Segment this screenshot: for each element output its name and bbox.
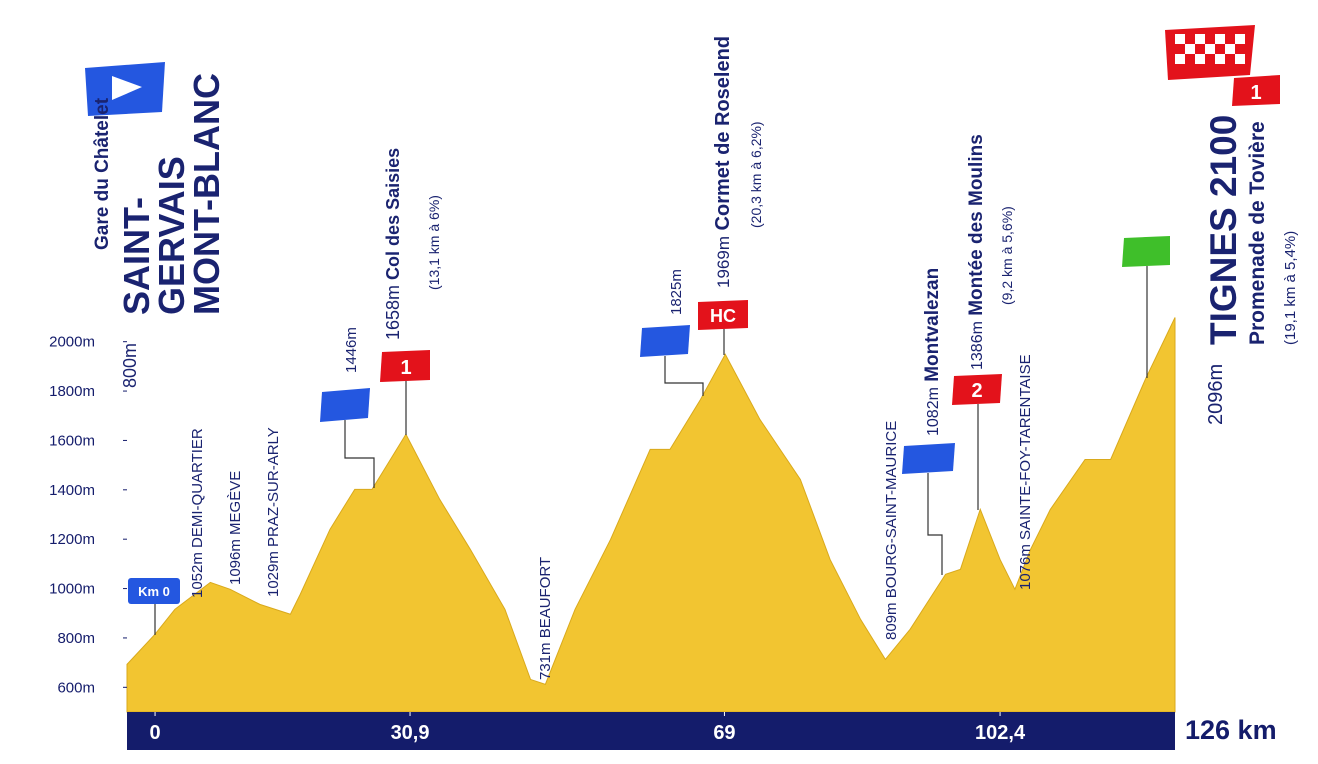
x-tick-label: 102,4 <box>975 722 1026 744</box>
y-tick-label: 1400m <box>49 482 95 499</box>
climb-label: 1969m Cormet de Roselend <box>712 36 734 288</box>
start-name: MONT-BLANC <box>186 73 227 315</box>
checker <box>1175 34 1245 64</box>
climb-altitude: 1969m <box>714 236 733 288</box>
climb-name: Col des Saisies <box>383 148 403 280</box>
climb-altitude: 1658m <box>383 285 403 340</box>
climb-altitude: 1386m <box>969 321 986 370</box>
climb-badge <box>952 374 1002 405</box>
place-label: 1052m DEMI-QUARTIER <box>189 428 206 598</box>
start-name: SAINT- <box>116 197 157 315</box>
climb-category: 1 <box>1250 82 1261 104</box>
climb-label: 1658m Col des Saisies <box>383 148 403 340</box>
y-tick-label: 600m <box>57 679 95 696</box>
climb-label: 1082m Montvalezan <box>922 268 943 436</box>
finish-place: Promenade de Tovière <box>1246 121 1269 345</box>
x-tick-label: 69 <box>713 722 735 744</box>
place-label: 1076m SAINTE-FOY-TARENTAISE <box>1017 354 1034 590</box>
start-place: Gare du Châtelet <box>92 97 113 250</box>
x-tick-label: 0 <box>149 722 160 744</box>
climb-info: (20,3 km à 6,2%) <box>748 121 764 228</box>
y-tick-label: 1600m <box>49 432 95 449</box>
y-tick-label: 1800m <box>49 383 95 400</box>
start-name: GERVAIS <box>151 156 192 315</box>
annotations: Gare du Châtelet SAINT- GERVAIS MONT-BLA… <box>92 36 1299 680</box>
sprint-badge <box>902 443 955 474</box>
decorations <box>85 25 1280 635</box>
climb-badge <box>698 300 748 330</box>
climb-category: 1 <box>400 357 411 379</box>
pointer <box>344 420 375 488</box>
climb-info: (13,1 km à 6%) <box>426 195 442 290</box>
climb-badge <box>380 350 430 382</box>
climb-info: (19,1 km à 5,4%) <box>1282 231 1299 345</box>
pointer <box>927 473 943 575</box>
finish-altitude: 2096m <box>1205 364 1227 425</box>
y-tick-label: 2000m <box>49 334 95 351</box>
climb-name: Montée des Moulins <box>966 134 987 316</box>
x-tick-label: 30,9 <box>391 722 430 744</box>
climb-info: (9,2 km à 5,6%) <box>999 206 1015 305</box>
y-tick-label: 1000m <box>49 581 95 598</box>
badge-label: Km 0 <box>138 584 170 599</box>
elevation-area <box>126 317 1176 713</box>
place-label: 1029m PRAZ-SUR-ARLY <box>265 427 282 597</box>
sprint-badge <box>320 388 370 422</box>
pointer <box>664 356 704 396</box>
place-label: 1096m MEGÈVE <box>227 471 244 585</box>
place-label: 809m BOURG-SAINT-MAURICE <box>883 421 900 640</box>
finish-badge <box>1122 236 1170 267</box>
y-tick-label: 1200m <box>49 531 95 548</box>
climb-label: 1386m Montée des Moulins <box>966 134 987 370</box>
sprint-badge <box>640 325 690 357</box>
climb-badge <box>1232 75 1280 106</box>
climb-category: HC <box>710 306 736 326</box>
climb-altitude: 1082m <box>925 387 942 436</box>
start-altitude: 800m <box>120 343 140 388</box>
finish-name: TIGNES 2100 <box>1203 115 1244 345</box>
x-axis-bar <box>127 712 1175 750</box>
x-tick-label: 126 km <box>1185 715 1277 745</box>
climb-name: Cormet de Roselend <box>712 36 734 230</box>
km0-badge <box>128 578 180 604</box>
climb-category: 2 <box>971 380 982 402</box>
sprint-label: 1825m <box>668 269 685 315</box>
climb-name: Montvalezan <box>922 268 943 382</box>
sprint-label: 1446m <box>343 327 360 373</box>
start-icon <box>112 76 142 100</box>
y-tick-label: 800m <box>57 630 95 647</box>
place-label: 731m BEAUFORT <box>537 557 554 680</box>
